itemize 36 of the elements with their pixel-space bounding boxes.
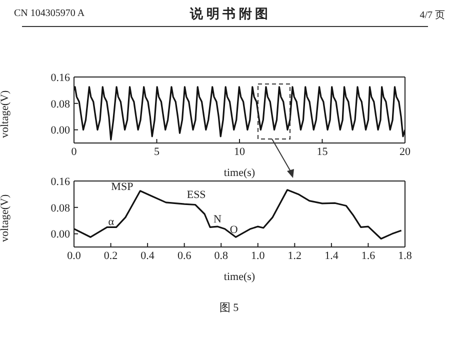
y-axis-title: voltage(V) xyxy=(0,194,11,242)
y-tick-label: 0.16 xyxy=(50,72,70,84)
text: 说 明 书 附 图 xyxy=(190,6,268,21)
x-tick-label: 0.4 xyxy=(140,250,155,262)
x-tick-label: 5 xyxy=(154,146,160,158)
x-axis-title: time(s) xyxy=(224,167,256,179)
annotation: MSP xyxy=(111,180,134,193)
x-tick-label: 1.2 xyxy=(288,250,302,262)
y-axis-title: voltage(V) xyxy=(0,90,11,138)
x-tick-label: 1.0 xyxy=(251,250,266,262)
y-tick-label: 0.16 xyxy=(50,176,70,188)
x-tick-label: 1.6 xyxy=(361,250,376,262)
y-tick-label: 0.00 xyxy=(50,228,70,241)
x-tick-label: 1.4 xyxy=(324,250,339,262)
text: 4/7 页 xyxy=(420,9,445,22)
x-tick-label: 1.8 xyxy=(398,250,412,262)
x-tick-label: 10 xyxy=(234,146,246,158)
x-tick-label: 0.0 xyxy=(67,250,82,262)
y-tick-label: 0.08 xyxy=(50,98,70,110)
x-tick-label: 0.6 xyxy=(177,250,192,262)
x-axis-title: time(s) xyxy=(224,271,256,283)
line-series xyxy=(74,86,405,140)
x-tick-label: 0 xyxy=(71,146,78,158)
text: CN 104305970 A xyxy=(14,8,85,19)
x-tick-label: 0.2 xyxy=(104,250,118,262)
annotation: α xyxy=(108,216,114,228)
y-tick-label: 0.08 xyxy=(50,202,70,214)
x-tick-label: 15 xyxy=(316,146,328,158)
annotation: O xyxy=(230,224,238,236)
caption: 图 5 xyxy=(218,301,240,315)
y-tick-label: 0.00 xyxy=(50,124,70,137)
annotation: N xyxy=(213,213,222,226)
x-tick-label: 20 xyxy=(400,146,411,158)
annotation: ESS xyxy=(186,189,206,202)
x-tick-label: 0.8 xyxy=(214,250,228,262)
line-series xyxy=(74,189,402,240)
